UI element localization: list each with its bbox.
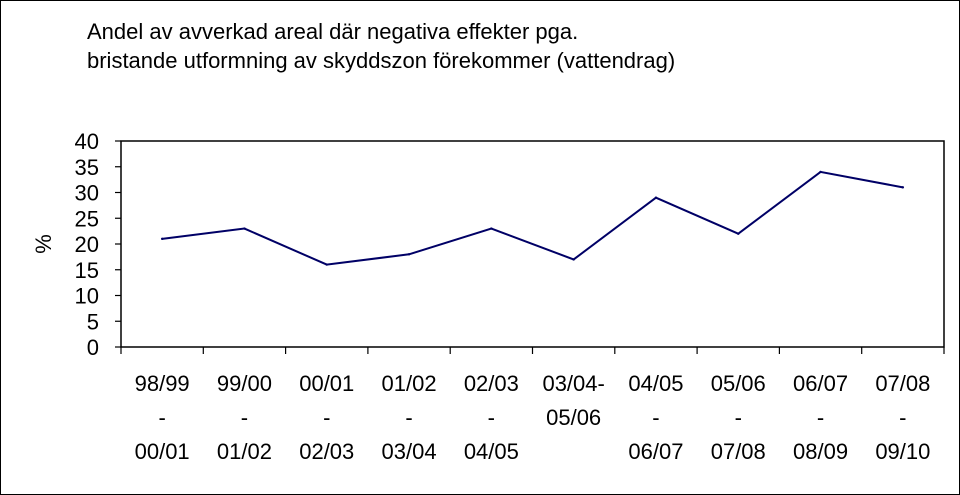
x-tick-label: - <box>652 405 659 430</box>
x-tick-label: 08/09 <box>793 439 848 464</box>
data-point <box>490 227 493 230</box>
x-tick-label: 02/03 <box>464 371 519 396</box>
series-line <box>162 170 904 266</box>
y-tick-label: 35 <box>75 155 99 180</box>
x-tick-label: 09/10 <box>875 439 930 464</box>
chart-title: Andel av avverkad areal där negativa eff… <box>87 17 847 75</box>
chart-title-line-2: bristande utformning av skyddszon föreko… <box>87 48 676 73</box>
data-point <box>160 237 164 241</box>
x-tick-label: 05/06 <box>546 405 601 430</box>
x-tick-label: 06/07 <box>628 439 683 464</box>
x-tick-label: 01/02 <box>382 371 437 396</box>
y-tick-label: 10 <box>75 284 99 309</box>
x-tick-label: 03/04 <box>382 439 437 464</box>
data-point <box>407 253 411 256</box>
x-tick-label: - <box>323 405 330 430</box>
y-tick-label: 15 <box>75 258 99 283</box>
y-tick-label: 30 <box>75 181 99 206</box>
data-point <box>901 186 905 189</box>
x-tick-label: 99/00 <box>217 371 272 396</box>
data-point <box>654 196 658 199</box>
chart-title-line-1: Andel av avverkad areal där negativa eff… <box>87 19 579 44</box>
x-axis: 98/99 - 00/01 99/00 - 01/02 00/01 - 02/03 01/02 - 0… <box>120 347 945 464</box>
x-tick-label: 02/03 <box>299 439 354 464</box>
data-point <box>325 263 328 266</box>
x-tick-label: 04/05 <box>464 439 519 464</box>
y-tick-label: 25 <box>75 206 99 231</box>
x-tick-label: - <box>899 405 906 430</box>
x-tick-label: 07/08 <box>875 371 930 396</box>
x-tick-label: - <box>488 405 495 430</box>
y-tick-label: 5 <box>87 309 99 334</box>
x-tick-label: - <box>817 405 824 430</box>
data-point <box>572 258 575 261</box>
x-tick-label: - <box>735 405 742 430</box>
data-point <box>243 227 246 230</box>
series-layer <box>160 170 905 266</box>
x-tick-label: 06/07 <box>793 371 848 396</box>
x-tick-label: 00/01 <box>135 439 190 464</box>
y-tick-label: 20 <box>75 232 99 257</box>
x-tick-label: 98/99 <box>135 371 190 396</box>
data-point <box>737 232 740 235</box>
x-tick-label: 00/01 <box>299 371 354 396</box>
x-tick-label: - <box>405 405 412 430</box>
x-tick-label: - <box>241 405 248 430</box>
x-tick-label: 03/04- <box>542 371 604 396</box>
x-tick-label: 04/05 <box>628 371 683 396</box>
x-tick-label: - <box>158 405 165 430</box>
y-axis-label: % <box>31 234 56 254</box>
y-tick-label: 40 <box>75 129 99 154</box>
x-tick-label: 07/08 <box>711 439 766 464</box>
x-tick-label: 05/06 <box>711 371 766 396</box>
data-point <box>819 170 822 174</box>
x-tick-label: 01/02 <box>217 439 272 464</box>
y-tick-label: 0 <box>87 335 99 360</box>
